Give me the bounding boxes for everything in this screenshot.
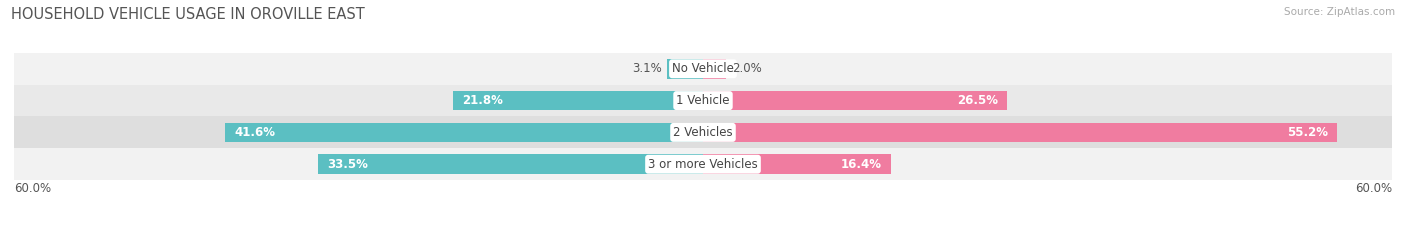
Text: 60.0%: 60.0% <box>14 182 51 195</box>
Bar <box>14 53 1392 85</box>
Text: 55.2%: 55.2% <box>1286 126 1327 139</box>
Text: 3 or more Vehicles: 3 or more Vehicles <box>648 158 758 171</box>
Bar <box>453 91 703 110</box>
Text: 41.6%: 41.6% <box>235 126 276 139</box>
Text: 3.1%: 3.1% <box>631 62 662 75</box>
Text: No Vehicle: No Vehicle <box>672 62 734 75</box>
Text: 16.4%: 16.4% <box>841 158 882 171</box>
Bar <box>703 154 891 174</box>
Text: HOUSEHOLD VEHICLE USAGE IN OROVILLE EAST: HOUSEHOLD VEHICLE USAGE IN OROVILLE EAST <box>11 7 366 22</box>
Text: 33.5%: 33.5% <box>328 158 368 171</box>
Bar <box>668 59 703 79</box>
Text: Source: ZipAtlas.com: Source: ZipAtlas.com <box>1284 7 1395 17</box>
Bar <box>703 91 1007 110</box>
Bar <box>225 123 703 142</box>
Bar <box>703 123 1337 142</box>
Text: 26.5%: 26.5% <box>957 94 998 107</box>
Text: 2.0%: 2.0% <box>731 62 762 75</box>
Bar <box>14 116 1392 148</box>
Text: 1 Vehicle: 1 Vehicle <box>676 94 730 107</box>
Bar <box>14 85 1392 116</box>
Text: 21.8%: 21.8% <box>461 94 503 107</box>
Bar <box>14 148 1392 180</box>
Bar <box>703 59 725 79</box>
Text: 2 Vehicles: 2 Vehicles <box>673 126 733 139</box>
Text: 60.0%: 60.0% <box>1355 182 1392 195</box>
Bar <box>318 154 703 174</box>
